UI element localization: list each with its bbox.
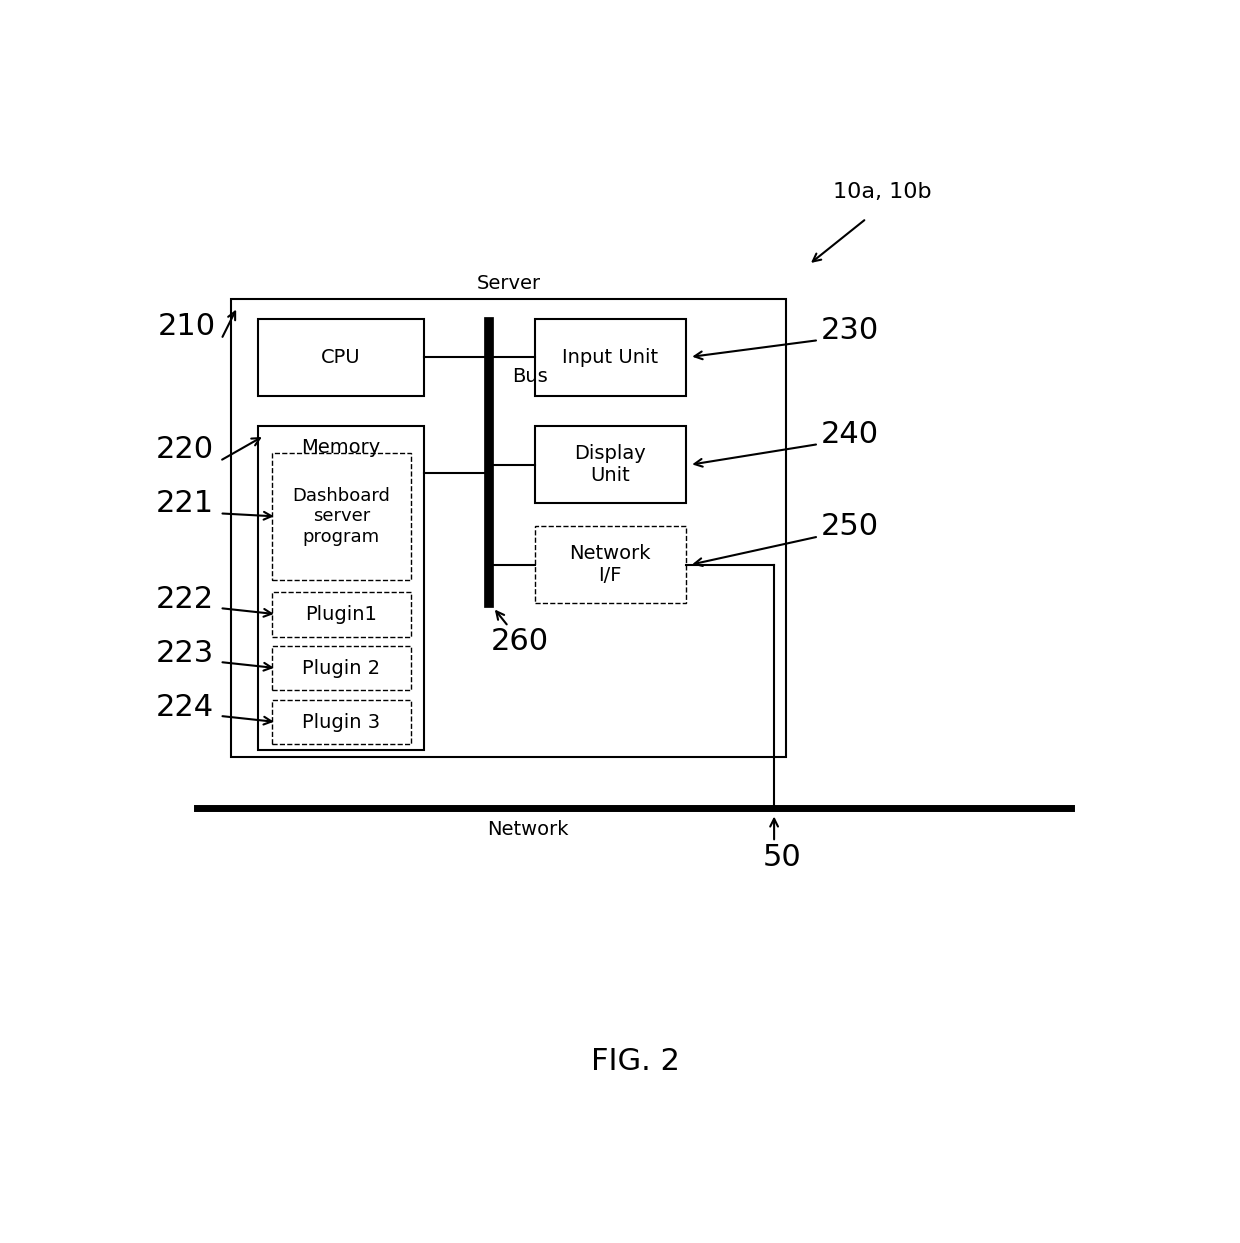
Text: 223: 223 [155, 639, 213, 667]
Text: 10a, 10b: 10a, 10b [832, 181, 931, 201]
Bar [536, 318, 686, 395]
Bar [272, 592, 410, 636]
Text: 50: 50 [763, 843, 801, 873]
Text: Dashboard
server
program: Dashboard server program [293, 487, 391, 546]
Text: CPU: CPU [321, 348, 361, 367]
Bar [231, 300, 786, 757]
Text: Display
Unit: Display Unit [574, 444, 646, 485]
Bar [536, 426, 686, 503]
Text: 230: 230 [821, 316, 879, 344]
Text: 220: 220 [155, 435, 213, 464]
Text: 210: 210 [157, 312, 216, 341]
Text: 222: 222 [155, 585, 213, 614]
Text: Server: Server [476, 275, 541, 293]
Text: Input Unit: Input Unit [562, 348, 658, 367]
Text: 250: 250 [821, 512, 878, 541]
Text: 221: 221 [155, 488, 213, 518]
Text: Network
I/F: Network I/F [569, 544, 651, 585]
Text: 224: 224 [155, 692, 213, 722]
Text: Bus: Bus [512, 367, 548, 385]
Text: Plugin1: Plugin1 [305, 605, 377, 624]
Bar [536, 527, 686, 603]
Text: FIG. 2: FIG. 2 [591, 1047, 680, 1076]
Bar [258, 426, 424, 750]
Bar [258, 318, 424, 395]
Bar [272, 646, 410, 690]
Text: Plugin 3: Plugin 3 [303, 712, 381, 732]
Text: Memory: Memory [301, 439, 381, 457]
Bar [272, 454, 410, 580]
Text: Network: Network [487, 819, 568, 839]
Text: 260: 260 [491, 628, 549, 656]
Text: Plugin 2: Plugin 2 [303, 659, 381, 677]
Bar [272, 700, 410, 745]
Text: 240: 240 [821, 420, 878, 449]
